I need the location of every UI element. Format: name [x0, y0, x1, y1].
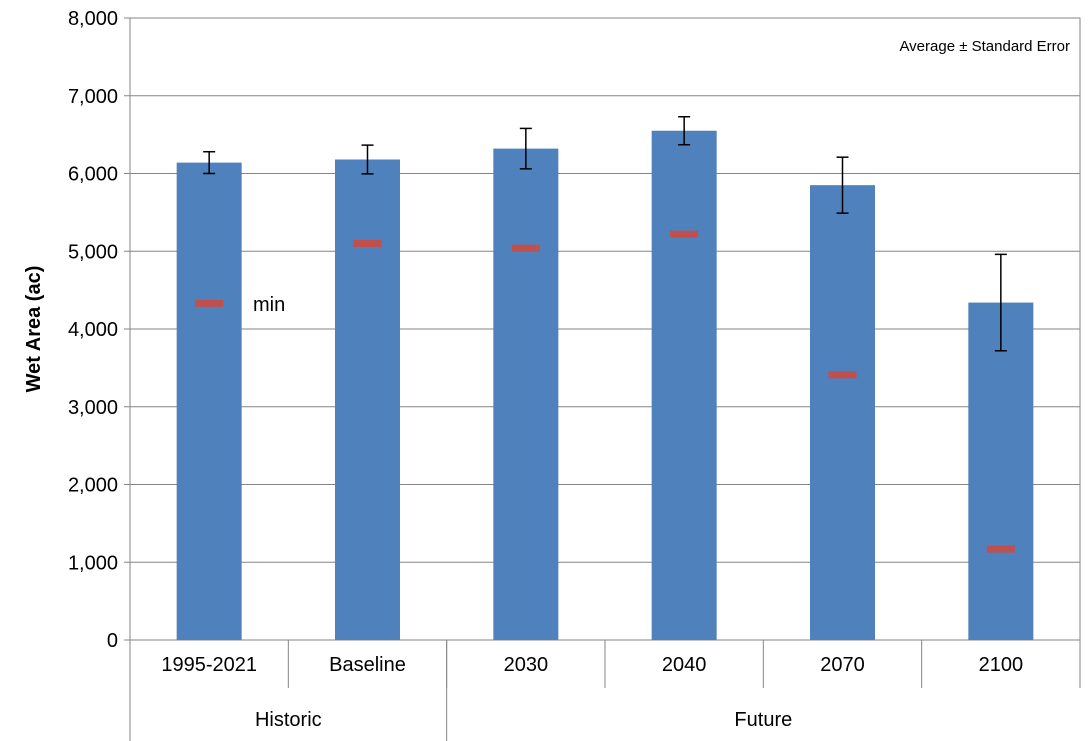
x-tick-label: 2030	[504, 654, 549, 676]
y-tick-label: 7,000	[68, 86, 118, 108]
min-marker	[670, 230, 699, 238]
min-markers	[195, 230, 1015, 553]
min-marker	[828, 371, 857, 379]
x-tick-label: 2070	[820, 654, 865, 676]
x-tick-label: 1995-2021	[161, 654, 257, 676]
bar	[493, 148, 559, 640]
y-tick-label: 1,000	[68, 552, 118, 574]
x-tick-label: 2100	[979, 654, 1024, 676]
min-series-label: min	[253, 294, 285, 316]
x-tick-label: 2040	[662, 654, 707, 676]
group-label: Future	[734, 709, 792, 731]
y-tick-label: 0	[107, 630, 118, 652]
y-tick-label: 6,000	[68, 164, 118, 186]
y-tick-label: 3,000	[68, 397, 118, 419]
bars	[176, 130, 1034, 641]
bar	[810, 185, 875, 640]
y-axis-title: Wet Area (ac)	[23, 266, 45, 393]
bar	[651, 130, 717, 641]
min-marker	[986, 545, 1015, 553]
group-label: Historic	[255, 709, 322, 731]
bar	[176, 162, 242, 641]
min-marker	[195, 299, 224, 307]
y-tick-label: 8,000	[68, 8, 118, 30]
y-tick-label: 4,000	[68, 319, 118, 341]
chart-annotation: Average ± Standard Error	[899, 38, 1070, 55]
gridlines	[124, 17, 1080, 641]
bar	[335, 159, 400, 640]
y-tick-label: 2,000	[68, 475, 118, 497]
min-marker	[511, 244, 540, 252]
y-tick-label: 5,000	[68, 241, 118, 263]
x-axis: 1995-2021 Baseline 2030 2040 2070 2100 Histori…	[129, 640, 1081, 741]
min-marker	[353, 239, 382, 247]
x-tick-label: Baseline	[329, 654, 406, 676]
y-tick-labels: 0 1,000 2,000 3,000 4,000 5,000 6,000 7,000 8,00…	[68, 8, 118, 652]
error-bars	[203, 115, 1007, 352]
bar	[968, 302, 1034, 640]
